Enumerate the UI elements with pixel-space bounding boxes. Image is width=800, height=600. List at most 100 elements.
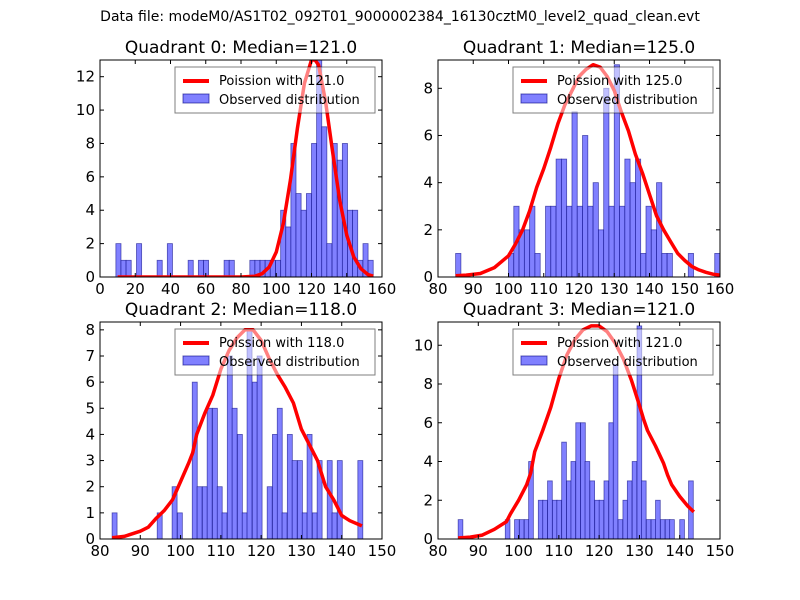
x-tick-label: 140	[665, 542, 694, 560]
x-tick-label: 110	[545, 542, 574, 560]
histogram-bar	[561, 441, 567, 539]
histogram-bar	[455, 253, 462, 277]
legend-label-bars: Observed distribution	[219, 355, 360, 370]
x-tick-label: 150	[670, 280, 699, 298]
x-tick-label: 100	[494, 280, 523, 298]
histogram-bar	[622, 499, 629, 539]
histogram-bar	[266, 486, 273, 539]
histogram-bar	[301, 512, 308, 539]
x-tick-label: 90	[469, 542, 488, 560]
histogram-bar	[326, 460, 333, 539]
x-tick-label: 80	[428, 542, 447, 560]
histogram-bar	[589, 480, 595, 539]
x-tick-label: 90	[464, 280, 483, 298]
histogram-bar	[231, 407, 238, 539]
histogram-bar	[306, 434, 313, 539]
histogram-bar	[176, 512, 183, 539]
histogram-bar	[291, 460, 298, 539]
poisson-curve	[117, 60, 374, 277]
histogram-bar	[598, 499, 605, 539]
subplot-2: 80 90 100 110 120 130 140 150 0 1 2 3 4 5 6 7 8 Quadrant …	[85, 300, 396, 560]
y-tick-label: 6	[85, 373, 95, 391]
histogram-bar	[528, 461, 534, 539]
y-tick-label: 2	[423, 491, 433, 509]
x-tick-label: 130	[600, 280, 629, 298]
legend-bar-swatch	[520, 93, 548, 104]
histogram-bar	[136, 243, 143, 277]
y-tick-label: 8	[85, 134, 95, 152]
y-tick-label: 4	[423, 453, 433, 471]
histogram-bar	[580, 422, 586, 539]
histogram-bar	[619, 205, 626, 277]
histogram-bar	[603, 87, 610, 277]
x-tick-label: 150	[368, 542, 397, 560]
subplot-title: Quadrant 1: Median=125.0	[463, 38, 695, 58]
x-tick-label: 140	[635, 280, 664, 298]
histogram-bar	[679, 519, 685, 539]
figure-suptitle: Data file: modeM0/AS1T02_092T01_90000023…	[100, 9, 700, 25]
x-tick-label: 80	[231, 280, 250, 298]
y-tick-label: 0	[85, 530, 95, 548]
x-tick-label: 160	[706, 280, 735, 298]
histogram-bar	[537, 499, 544, 539]
histogram-bar	[272, 434, 278, 539]
histogram-bar	[566, 205, 573, 277]
histogram-bar	[251, 381, 258, 539]
legend-bar-swatch	[182, 355, 210, 366]
histogram-bar	[560, 158, 568, 277]
y-tick-label: 0	[423, 268, 433, 286]
histogram-bar	[542, 499, 548, 539]
subplot-1: 80 90 100 110 120 130 140 150 160 0 2 4 6 8 Quadrant 1…	[423, 38, 734, 298]
legend: Poission with 118.0 Observed distribution	[174, 328, 376, 376]
histogram-bar	[241, 512, 248, 539]
histogram-bar	[300, 209, 307, 277]
x-tick-label: 120	[585, 542, 614, 560]
y-tick-label: 8	[85, 321, 95, 339]
histogram-bar	[206, 407, 213, 539]
histogram-bar	[645, 519, 652, 539]
histogram-bar	[336, 460, 343, 539]
histogram-bar	[201, 486, 208, 539]
legend: Poission with 125.0 Observed distribution	[512, 66, 714, 114]
histogram-bar	[357, 460, 364, 539]
y-tick-label: 3	[85, 452, 95, 470]
histogram-bar	[570, 461, 577, 539]
histogram-bar	[545, 205, 552, 277]
legend-frame	[512, 66, 714, 114]
y-tick-label: 6	[423, 414, 433, 432]
x-tick-label: 80	[90, 542, 109, 560]
legend: Poission with 121.0 Observed distribution	[174, 66, 376, 114]
x-tick-label: 130	[625, 542, 654, 560]
x-tick-label: 150	[706, 542, 735, 560]
histogram-bar	[650, 229, 657, 277]
histogram-bar	[547, 480, 553, 539]
histogram-bar	[656, 182, 663, 277]
histogram-bar	[111, 512, 118, 539]
histogram-bar	[523, 229, 531, 277]
histogram-bars	[111, 329, 364, 539]
axes-frame	[99, 321, 383, 540]
histogram-bar	[221, 512, 228, 539]
y-tick-label: 2	[85, 478, 95, 496]
y-tick-label: 4	[85, 201, 95, 219]
histogram-bar	[582, 135, 589, 277]
histogram-bar	[295, 193, 302, 277]
x-tick-label: 110	[207, 542, 236, 560]
histogram-bar	[594, 499, 600, 539]
histogram-bar	[669, 519, 675, 539]
histogram-bar	[534, 253, 541, 277]
histogram-bar	[305, 193, 312, 277]
x-tick-label: 40	[161, 280, 180, 298]
histogram-bar	[223, 259, 230, 277]
histogram-bar	[608, 422, 614, 539]
legend-bar-swatch	[520, 355, 548, 366]
histogram-bar	[629, 182, 636, 277]
histogram-bar	[331, 512, 338, 539]
histogram-bar	[166, 243, 173, 277]
legend-bar-swatch	[182, 93, 210, 104]
axes-frame	[437, 321, 721, 540]
subplot-0: 0 20 40 60 80 100 120 140 160 0 2 4 6 8 10 12 Quadrant 0…	[76, 38, 396, 298]
histogram-bar	[352, 209, 359, 277]
y-tick-label: 10	[414, 336, 433, 354]
x-tick-label: 60	[196, 280, 215, 298]
